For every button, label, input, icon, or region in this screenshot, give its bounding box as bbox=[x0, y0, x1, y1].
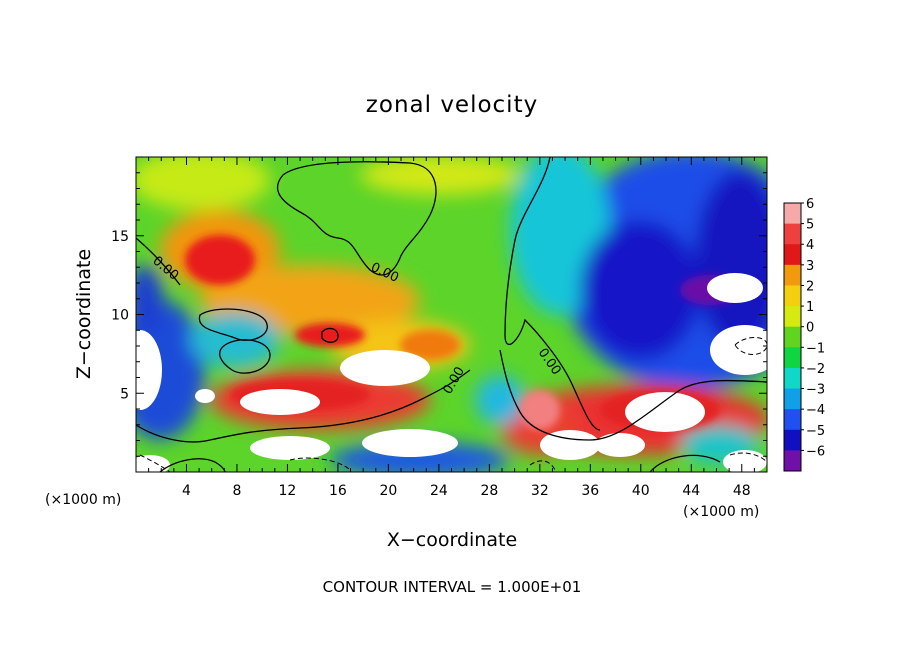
colorbar-label: 3 bbox=[806, 259, 814, 274]
x-axis-label: X−coordinate bbox=[387, 529, 517, 551]
x-multiplier-label-right: (×1000 m) bbox=[683, 504, 759, 520]
x-tick-label: 36 bbox=[581, 483, 599, 499]
colorbar-label: 5 bbox=[806, 218, 814, 233]
x-tick-label: 44 bbox=[682, 483, 700, 499]
x-tick-label: 48 bbox=[733, 483, 751, 499]
dashed-contour-bottom-left bbox=[289, 457, 351, 471]
saturated-patch-lower-left bbox=[240, 389, 320, 415]
colorbar-label: −6 bbox=[806, 444, 825, 459]
dashed-contour-bottom-left-2 bbox=[139, 454, 171, 472]
x-tick-label: 4 bbox=[182, 483, 191, 499]
region-blue-right bbox=[695, 170, 767, 350]
y-axis-label: Z−coordinate bbox=[73, 249, 95, 379]
colorbar-swatch bbox=[784, 429, 801, 451]
saturated-patch-left bbox=[136, 330, 162, 410]
zero-contour-small-loop bbox=[321, 327, 339, 343]
zero-contour-bottom-right-hill bbox=[649, 454, 721, 472]
y-tick-label: 10 bbox=[111, 308, 129, 324]
colorbar-label: −3 bbox=[806, 383, 825, 398]
x-tick-label: 12 bbox=[279, 483, 297, 499]
dashed-contour-bottom-mid bbox=[529, 460, 556, 471]
zero-contour-left-loop bbox=[198, 308, 268, 341]
region-orange-center bbox=[400, 330, 460, 360]
zero-contour-central-column bbox=[504, 157, 601, 431]
saturated-patch-bottom-left bbox=[250, 436, 330, 460]
colorbar-label: −1 bbox=[806, 341, 825, 356]
region-yellow-upper-center bbox=[360, 157, 520, 195]
region-center-cyan bbox=[475, 375, 525, 425]
zero-contour-mid-left-loop bbox=[219, 339, 271, 374]
region-yellow-upper-left bbox=[136, 157, 270, 210]
colorbar: 6 5 4 3 2 1 0 −1 −2 −3 −4 −5 −6 bbox=[783, 197, 825, 472]
x-tick-label: 28 bbox=[480, 483, 498, 499]
chart-title: zonal velocity bbox=[366, 92, 538, 118]
colorbar-swatch bbox=[784, 285, 801, 307]
x-tick-label: 32 bbox=[531, 483, 549, 499]
region-red-core-mid bbox=[295, 323, 365, 347]
colorbar-swatch bbox=[784, 347, 801, 369]
x-multiplier-label-left: (×1000 m) bbox=[45, 492, 121, 508]
region-cyan-left-blob bbox=[190, 312, 280, 368]
contour-interval-note: CONTOUR INTERVAL = 1.000E+01 bbox=[323, 578, 582, 596]
colorbar-swatch bbox=[784, 244, 801, 266]
colorbar-swatch bbox=[784, 367, 801, 390]
x-tick-label: 40 bbox=[632, 483, 650, 499]
saturated-patch-bottom-right-1 bbox=[625, 392, 705, 432]
colorbar-swatch bbox=[784, 409, 801, 431]
colorbar-label: −5 bbox=[806, 424, 825, 439]
colorbar-label: −2 bbox=[806, 362, 825, 377]
region-negative-left-edge bbox=[136, 265, 163, 335]
x-tick-label: 8 bbox=[232, 483, 241, 499]
saturated-patch-bottom-mid bbox=[540, 430, 600, 460]
zero-contour-upper-center bbox=[276, 161, 437, 276]
region-deep-blue-core bbox=[580, 220, 700, 360]
colorbar-swatch bbox=[784, 203, 801, 225]
saturated-patch-bottom-center bbox=[362, 429, 458, 457]
zero-contour-left-edge bbox=[136, 237, 181, 286]
colorbar-label: −4 bbox=[806, 403, 825, 418]
colorbar-label: 0 bbox=[806, 321, 814, 336]
x-axis: 4 8 12 16 20 24 28 32 36 40 44 48 bbox=[148, 157, 755, 499]
zero-contour-right-base bbox=[499, 349, 767, 441]
y-tick-label: 15 bbox=[111, 229, 129, 245]
colorbar-swatch bbox=[784, 264, 801, 286]
colorbar-swatch bbox=[784, 306, 801, 328]
region-negative-lower-left bbox=[136, 300, 205, 440]
saturated-patch-bottom-right-2 bbox=[595, 433, 645, 457]
zero-contour-lower-band bbox=[136, 369, 471, 443]
x-tick-label: 16 bbox=[329, 483, 347, 499]
dashed-contour-bottom-right bbox=[729, 452, 767, 463]
saturated-patch-small-left bbox=[195, 389, 215, 403]
saturated-patch-center bbox=[340, 350, 430, 386]
y-axis: 5 10 15 bbox=[111, 172, 767, 457]
saturated-patch-bottom-left-corner bbox=[136, 455, 170, 472]
region-red-core-upper bbox=[185, 235, 255, 285]
colorbar-label: 6 bbox=[806, 197, 814, 212]
x-tick-label: 24 bbox=[430, 483, 448, 499]
colorbar-label: 1 bbox=[806, 300, 814, 315]
colorbar-label: 2 bbox=[806, 279, 814, 294]
saturated-patch-right bbox=[710, 325, 767, 375]
colorbar-swatch bbox=[784, 223, 801, 245]
saturated-patch-upper-right bbox=[707, 273, 763, 303]
colorbar-frame bbox=[783, 202, 802, 472]
x-tick-label: 20 bbox=[379, 483, 397, 499]
heatmap-field bbox=[136, 157, 767, 472]
colorbar-swatch bbox=[784, 450, 801, 472]
colorbar-label: 4 bbox=[806, 238, 814, 253]
colorbar-swatch bbox=[784, 326, 801, 348]
dashed-contour-right bbox=[734, 337, 767, 355]
y-tick-label: 5 bbox=[120, 386, 129, 402]
region-pink-lower-center bbox=[520, 390, 560, 430]
colorbar-swatch bbox=[784, 388, 801, 410]
